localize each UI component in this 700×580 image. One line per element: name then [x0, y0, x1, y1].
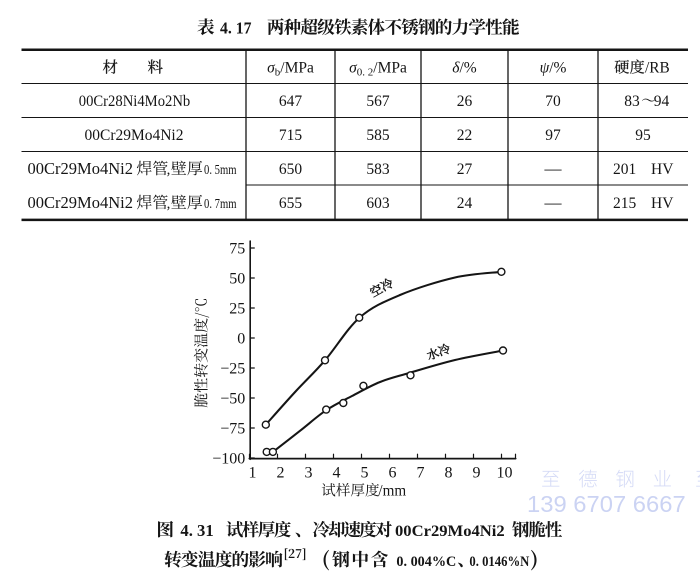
- svg-text:8: 8: [445, 465, 453, 482]
- svg-text:2: 2: [277, 465, 285, 482]
- svg-text:97: 97: [545, 127, 561, 144]
- svg-text:δ/%: δ/%: [452, 59, 477, 76]
- svg-text:HV: HV: [651, 195, 674, 212]
- svg-text:715: 715: [279, 127, 303, 144]
- svg-text:0: 0: [237, 331, 245, 348]
- svg-text:22: 22: [457, 127, 473, 144]
- svg-text:6: 6: [389, 465, 397, 482]
- svg-text:−75: −75: [220, 421, 245, 438]
- svg-text:00Cr29Mo4Ni2: 00Cr29Mo4Ni2: [28, 193, 134, 212]
- svg-text:647: 647: [279, 93, 303, 110]
- svg-text:27: 27: [457, 161, 473, 178]
- svg-text:215: 215: [613, 195, 637, 212]
- svg-text:1: 1: [249, 465, 257, 482]
- svg-text:σ0. 2/MPa: σ0. 2/MPa: [349, 59, 407, 78]
- svg-text:,: ,: [167, 162, 171, 178]
- svg-text:201: 201: [613, 161, 636, 178]
- svg-text:24: 24: [457, 195, 473, 212]
- svg-text:25: 25: [229, 301, 245, 318]
- svg-text:26: 26: [457, 93, 473, 110]
- svg-text:83: 83: [624, 93, 640, 110]
- svg-text:655: 655: [279, 195, 303, 212]
- svg-text:4: 4: [333, 465, 341, 482]
- svg-text:,: ,: [167, 196, 171, 212]
- svg-text:−100: −100: [212, 451, 245, 468]
- svg-text:5: 5: [361, 465, 369, 482]
- svg-text:585: 585: [366, 127, 390, 144]
- svg-text:650: 650: [279, 161, 303, 178]
- svg-text:00Cr29Mo4Ni2: 00Cr29Mo4Ni2: [28, 159, 134, 178]
- svg-text:94: 94: [654, 93, 670, 110]
- svg-text:95: 95: [635, 127, 651, 144]
- svg-text:0. 5mm: 0. 5mm: [204, 162, 237, 177]
- svg-text:3: 3: [305, 465, 313, 482]
- svg-text:σb/MPa: σb/MPa: [267, 59, 314, 78]
- svg-text:4. 31: 4. 31: [180, 521, 213, 540]
- svg-text:00Cr28Ni4Mo2Nb: 00Cr28Ni4Mo2Nb: [79, 93, 191, 110]
- svg-text:ψ/%: ψ/%: [540, 59, 567, 76]
- svg-text:50: 50: [229, 271, 245, 288]
- svg-text:0. 004%C: 0. 004%C: [396, 553, 456, 570]
- svg-text:/RB: /RB: [645, 60, 670, 77]
- svg-text:HV: HV: [651, 161, 674, 178]
- svg-text:583: 583: [366, 161, 390, 178]
- svg-text:4. 17: 4. 17: [220, 18, 252, 37]
- svg-text:—: —: [544, 193, 563, 212]
- svg-text:9: 9: [473, 465, 481, 482]
- svg-text:70: 70: [545, 93, 561, 110]
- svg-text:0. 7mm: 0. 7mm: [204, 196, 237, 211]
- svg-text:603: 603: [366, 195, 390, 212]
- svg-text:00Cr29Mo4Ni2: 00Cr29Mo4Ni2: [395, 523, 505, 540]
- svg-text:00Cr29Mo4Ni2: 00Cr29Mo4Ni2: [85, 127, 184, 144]
- svg-text:/mm: /mm: [378, 482, 406, 499]
- svg-text:0. 0146%N: 0. 0146%N: [469, 553, 529, 570]
- svg-text:—: —: [544, 159, 563, 178]
- svg-text:−25: −25: [220, 361, 245, 378]
- svg-text:10: 10: [497, 465, 513, 482]
- svg-text:7: 7: [417, 465, 425, 482]
- svg-text:139 6707 6667: 139 6707 6667: [527, 491, 686, 517]
- svg-text:−50: −50: [220, 391, 245, 408]
- svg-text:75: 75: [229, 241, 245, 258]
- svg-text:567: 567: [366, 93, 390, 110]
